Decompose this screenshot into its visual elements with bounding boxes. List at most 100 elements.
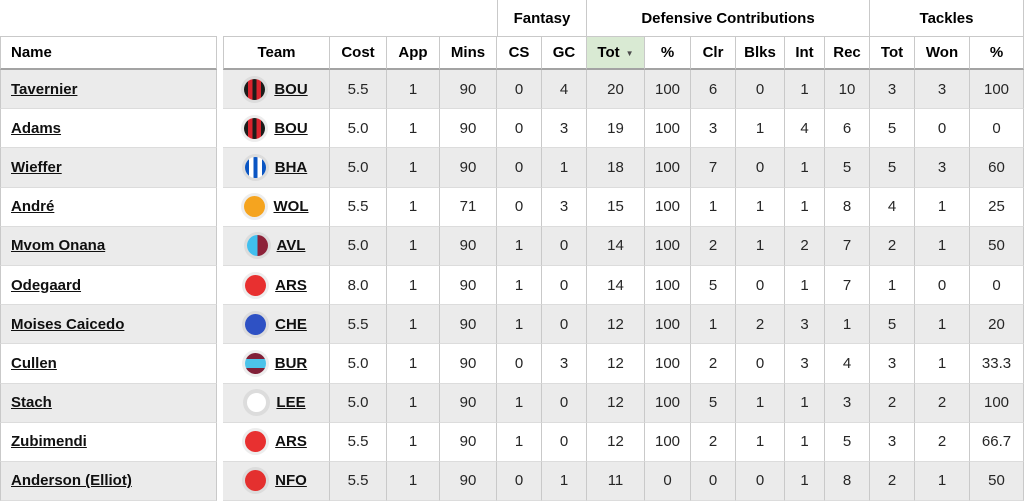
stat-cell-dc-pct: 100 xyxy=(645,422,691,462)
team-cell: ARS xyxy=(223,265,330,306)
col-header-dc-tot[interactable]: Tot ▼ xyxy=(587,37,645,70)
stat-cell-cs: 1 xyxy=(497,226,542,266)
stat-cell-dc-pct: 100 xyxy=(645,226,691,266)
col-header-rec[interactable]: Rec xyxy=(825,37,870,70)
team-link[interactable]: ARS xyxy=(275,433,307,451)
stat-cell-cs: 0 xyxy=(497,109,542,149)
team-badge-icon xyxy=(244,117,266,139)
team-link[interactable]: BUR xyxy=(274,354,308,372)
player-name-link[interactable]: André xyxy=(11,198,55,216)
stat-cell-dc-tot: 14 xyxy=(587,265,645,306)
stat-cell-tk-won: 3 xyxy=(915,148,970,188)
team-link[interactable]: CHE xyxy=(275,315,307,333)
stat-cell-rec: 7 xyxy=(825,226,870,266)
col-header-cs[interactable]: CS xyxy=(497,37,542,70)
stat-cell-tk-pct: 50 xyxy=(970,226,1024,266)
stat-cell-int: 2 xyxy=(785,226,825,266)
col-header-tk-won[interactable]: Won xyxy=(915,37,970,70)
stat-cell-clr: 0 xyxy=(691,461,736,501)
stat-cell-tk-tot: 2 xyxy=(870,461,915,501)
player-name-cell: Mvom Onana xyxy=(0,226,217,266)
team-cell: BHA xyxy=(223,148,330,188)
stat-cell-dc-tot: 12 xyxy=(587,344,645,384)
stat-cell-int: 1 xyxy=(785,422,825,462)
player-name-link[interactable]: Odegaard xyxy=(11,276,82,294)
stat-cell-int: 1 xyxy=(785,70,825,110)
stat-cell-dc-tot: 12 xyxy=(587,422,645,462)
stat-cell-int: 3 xyxy=(785,305,825,345)
stat-cell-dc-tot: 15 xyxy=(587,187,645,227)
col-header-tk-tot[interactable]: Tot xyxy=(870,37,915,70)
team-link[interactable]: LEE xyxy=(276,394,306,412)
stat-cell-cs: 0 xyxy=(497,344,542,384)
stat-cell-dc-pct: 100 xyxy=(645,344,691,384)
player-name-link[interactable]: Zubimendi xyxy=(11,433,87,451)
stat-cell-tk-won: 1 xyxy=(915,461,970,501)
col-header-cost[interactable]: Cost xyxy=(330,37,387,70)
player-name-link[interactable]: Cullen xyxy=(11,354,57,372)
team-link[interactable]: NFO xyxy=(275,472,307,490)
stat-cell-tk-pct: 20 xyxy=(970,305,1024,345)
stat-cell-cs: 0 xyxy=(497,187,542,227)
col-header-dc-pct[interactable]: % xyxy=(645,37,691,70)
team-link[interactable]: AVL xyxy=(276,237,306,255)
stat-cell-app: 1 xyxy=(387,148,440,188)
stat-cell-dc-tot: 12 xyxy=(587,305,645,345)
player-name-link[interactable]: Adams xyxy=(11,119,62,137)
stat-cell-clr: 6 xyxy=(691,70,736,110)
stat-cell-clr: 1 xyxy=(691,305,736,345)
team-badge-icon xyxy=(245,313,267,335)
player-name-link[interactable]: Anderson (Elliot) xyxy=(11,472,132,490)
team-link[interactable]: BOU xyxy=(274,80,308,98)
col-header-team[interactable]: Team xyxy=(223,37,330,70)
stat-cell-tk-tot: 3 xyxy=(870,70,915,110)
stat-cell-rec: 6 xyxy=(825,109,870,149)
col-header-tk-pct[interactable]: % xyxy=(970,37,1024,70)
stat-cell-dc-tot: 20 xyxy=(587,70,645,110)
player-name-cell: Cullen xyxy=(0,344,217,384)
stat-cell-blks: 0 xyxy=(736,461,785,501)
col-header-name[interactable]: Name xyxy=(0,37,217,70)
stat-cell-cs: 0 xyxy=(497,148,542,188)
stat-cell-rec: 8 xyxy=(825,187,870,227)
col-header-gc[interactable]: GC xyxy=(542,37,587,70)
player-name-link[interactable]: Tavernier xyxy=(11,80,78,98)
team-link[interactable]: ARS xyxy=(275,276,307,294)
stat-cell-dc-pct: 100 xyxy=(645,70,691,110)
stat-cell-cost: 5.0 xyxy=(330,109,387,149)
col-header-blks[interactable]: Blks xyxy=(736,37,785,70)
stat-cell-cs: 0 xyxy=(497,70,542,110)
team-link[interactable]: WOL xyxy=(273,198,309,216)
stat-cell-dc-tot: 19 xyxy=(587,109,645,149)
stat-cell-app: 1 xyxy=(387,187,440,227)
stat-cell-int: 1 xyxy=(785,148,825,188)
team-link[interactable]: BHA xyxy=(274,158,308,176)
player-name-link[interactable]: Wieffer xyxy=(11,158,62,176)
team-cell: LEE xyxy=(223,383,330,423)
col-header-clr[interactable]: Clr xyxy=(691,37,736,70)
stat-cell-mins: 90 xyxy=(440,461,497,501)
stat-cell-cost: 5.0 xyxy=(330,148,387,188)
team-cell: BOU xyxy=(223,70,330,110)
col-header-app[interactable]: App xyxy=(387,37,440,70)
stat-cell-blks: 2 xyxy=(736,305,785,345)
stat-cell-app: 1 xyxy=(387,305,440,345)
stat-cell-dc-pct: 100 xyxy=(645,109,691,149)
col-header-int[interactable]: Int xyxy=(785,37,825,70)
player-name-link[interactable]: Stach xyxy=(11,394,52,412)
stat-cell-tk-tot: 1 xyxy=(870,265,915,306)
stat-cell-cost: 5.0 xyxy=(330,383,387,423)
stat-cell-cost: 5.5 xyxy=(330,305,387,345)
left-header-spacer xyxy=(0,0,217,37)
stat-cell-app: 1 xyxy=(387,461,440,501)
player-name-link[interactable]: Mvom Onana xyxy=(11,237,106,255)
team-link[interactable]: BOU xyxy=(274,119,308,137)
stat-cell-cost: 5.0 xyxy=(330,226,387,266)
player-name-link[interactable]: Moises Caicedo xyxy=(11,315,125,333)
col-header-mins[interactable]: Mins xyxy=(440,37,497,70)
stat-cell-dc-tot: 12 xyxy=(587,383,645,423)
stat-cell-tk-pct: 66.7 xyxy=(970,422,1024,462)
stat-cell-app: 1 xyxy=(387,344,440,384)
stat-cell-cost: 5.5 xyxy=(330,70,387,110)
stat-cell-mins: 90 xyxy=(440,226,497,266)
